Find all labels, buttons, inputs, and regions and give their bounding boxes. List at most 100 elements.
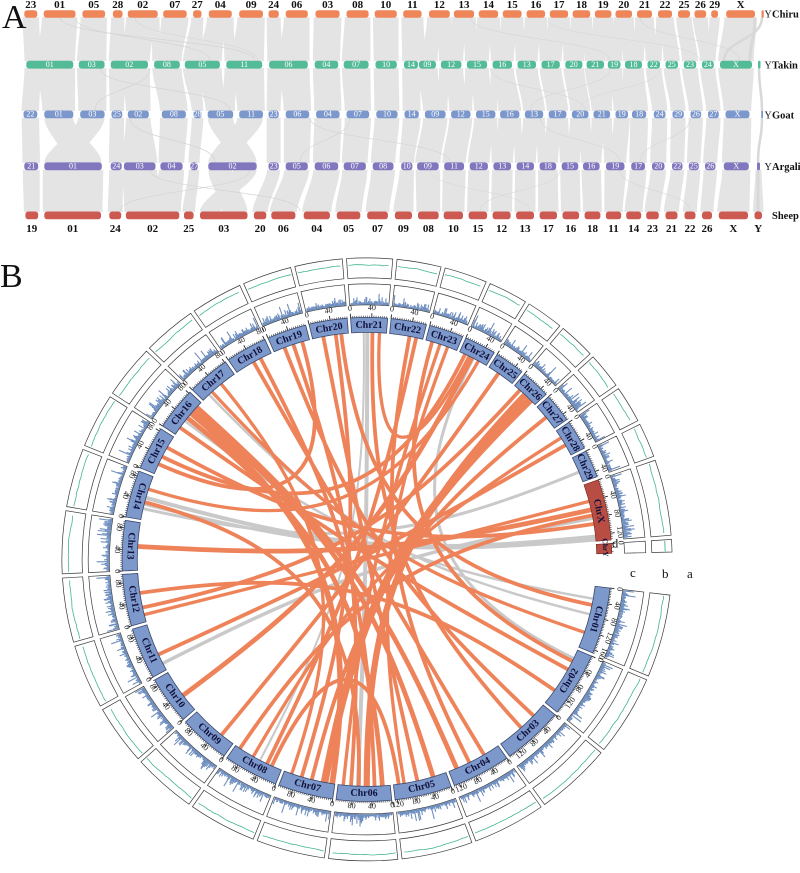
svg-text:14: 14: [521, 162, 529, 171]
svg-text:28: 28: [194, 110, 202, 119]
svg-text:02: 02: [125, 60, 133, 69]
svg-text:13: 13: [498, 162, 506, 171]
svg-text:40: 40: [410, 307, 420, 317]
svg-text:27: 27: [192, 0, 204, 11]
svg-text:Chr13: Chr13: [124, 532, 137, 560]
svg-text:24: 24: [112, 162, 120, 171]
svg-text:0: 0: [116, 513, 126, 519]
svg-text:X: X: [737, 0, 745, 11]
svg-text:06: 06: [293, 110, 301, 119]
svg-text:0: 0: [551, 386, 560, 395]
svg-text:0: 0: [270, 783, 277, 793]
svg-text:80: 80: [125, 633, 136, 643]
svg-text:06: 06: [322, 162, 330, 171]
svg-text:22: 22: [660, 0, 672, 11]
svg-text:0: 0: [304, 310, 310, 320]
svg-text:0: 0: [217, 755, 226, 765]
svg-text:21: 21: [598, 110, 606, 119]
svg-text:25: 25: [113, 110, 121, 119]
svg-text:10: 10: [382, 60, 390, 69]
svg-text:X: X: [733, 162, 739, 171]
svg-text:0: 0: [498, 341, 506, 351]
svg-text:17: 17: [554, 0, 566, 11]
svg-text:0: 0: [429, 311, 435, 321]
svg-text:07: 07: [352, 60, 360, 69]
svg-text:13: 13: [530, 110, 538, 119]
svg-text:08: 08: [170, 110, 178, 119]
svg-text:0: 0: [131, 463, 141, 470]
svg-text:0: 0: [348, 304, 353, 313]
svg-text:13: 13: [459, 0, 471, 11]
svg-text:15: 15: [507, 0, 519, 11]
svg-text:40: 40: [121, 490, 132, 500]
svg-text:10: 10: [380, 0, 392, 11]
svg-text:20: 20: [654, 162, 662, 171]
svg-text:40: 40: [198, 741, 210, 753]
svg-text:Argali: Argali: [772, 162, 800, 173]
svg-text:25: 25: [183, 223, 195, 235]
svg-text:07: 07: [372, 223, 384, 235]
svg-text:23: 23: [25, 0, 37, 11]
svg-text:17: 17: [543, 223, 555, 235]
svg-text:20: 20: [618, 0, 630, 11]
svg-text:Chiru: Chiru: [772, 10, 799, 21]
svg-text:40: 40: [485, 333, 496, 345]
svg-text:0: 0: [113, 569, 122, 573]
svg-text:14: 14: [407, 60, 415, 69]
svg-text:120: 120: [391, 799, 404, 809]
svg-text:26: 26: [702, 223, 714, 235]
svg-text:08: 08: [379, 162, 387, 171]
svg-text:12: 12: [457, 110, 465, 119]
svg-text:21: 21: [591, 60, 599, 69]
svg-text:27: 27: [190, 162, 198, 171]
svg-text:40: 40: [279, 316, 289, 327]
svg-text:08: 08: [163, 60, 171, 69]
svg-text:c: c: [630, 565, 636, 580]
svg-text:ChrY: ChrY: [601, 538, 611, 557]
svg-text:14: 14: [408, 110, 416, 119]
svg-text:Sheep: Sheep: [772, 211, 799, 222]
svg-text:07: 07: [351, 162, 359, 171]
svg-text:0: 0: [554, 713, 563, 722]
svg-text:160: 160: [597, 646, 610, 660]
svg-text:0: 0: [590, 443, 600, 451]
svg-text:80: 80: [612, 509, 622, 519]
svg-text:22: 22: [673, 162, 681, 171]
svg-text:40: 40: [583, 668, 595, 679]
svg-text:19: 19: [618, 110, 626, 119]
svg-text:02: 02: [137, 0, 149, 11]
svg-text:14: 14: [628, 223, 640, 235]
svg-text:25: 25: [668, 60, 676, 69]
svg-text:01: 01: [69, 162, 77, 171]
svg-text:A: A: [2, 0, 27, 36]
svg-text:09: 09: [398, 223, 410, 235]
svg-text:0: 0: [150, 416, 160, 424]
svg-text:23: 23: [270, 162, 278, 171]
svg-text:0: 0: [122, 624, 132, 630]
svg-text:Chr22: Chr22: [393, 321, 422, 337]
svg-text:18: 18: [544, 162, 552, 171]
svg-text:120: 120: [615, 526, 625, 539]
svg-text:10: 10: [448, 223, 460, 235]
svg-text:40: 40: [117, 601, 127, 611]
svg-text:03: 03: [218, 223, 230, 235]
svg-text:11: 11: [247, 110, 255, 119]
svg-text:09: 09: [431, 110, 439, 119]
svg-text:Y: Y: [765, 10, 772, 21]
svg-text:Goat: Goat: [772, 110, 795, 121]
svg-text:40: 40: [134, 439, 146, 450]
svg-text:11: 11: [450, 162, 458, 171]
svg-text:15: 15: [472, 223, 484, 235]
svg-text:B: B: [0, 258, 23, 295]
svg-text:06: 06: [278, 223, 290, 235]
svg-text:14: 14: [483, 0, 495, 11]
svg-text:ChrX: ChrX: [591, 498, 607, 525]
svg-text:40: 40: [565, 402, 577, 414]
svg-text:24: 24: [110, 223, 122, 235]
svg-text:0: 0: [390, 800, 395, 809]
svg-text:16: 16: [565, 223, 577, 235]
svg-text:0: 0: [572, 413, 582, 421]
svg-text:03: 03: [136, 162, 144, 171]
svg-text:05: 05: [198, 60, 206, 69]
svg-text:0: 0: [219, 347, 227, 357]
